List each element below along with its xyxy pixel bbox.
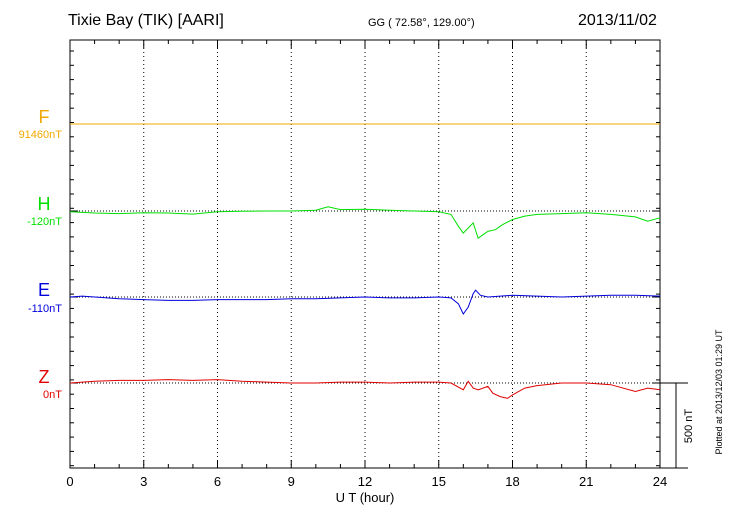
series-lines xyxy=(69,123,661,399)
grid-lines xyxy=(143,40,587,468)
series-baseline-value-h: -120nT xyxy=(27,216,62,228)
scale-bar: 500 nT xyxy=(660,382,695,469)
series-baseline-value-f: 91460nT xyxy=(19,129,63,141)
plot-date: 2013/11/02 xyxy=(578,12,657,29)
series-baseline-value-z: 0nT xyxy=(43,389,62,401)
x-tick-label: 18 xyxy=(505,474,519,489)
x-axis-label: U T (hour) xyxy=(336,490,395,505)
series-label-z: Z xyxy=(39,367,50,387)
x-tick-label: 15 xyxy=(432,474,446,489)
x-tick-label: 12 xyxy=(358,474,372,489)
series-line-e xyxy=(69,289,661,315)
series-labels: F 91460nT H -120nT E -110nT Z 0nT xyxy=(19,107,63,401)
station-coordinates: GG ( 72.58°, 129.00°) xyxy=(368,17,475,29)
x-tick-label: 21 xyxy=(579,474,593,489)
x-tick-label: 3 xyxy=(140,474,147,489)
series-line-z xyxy=(69,379,661,399)
series-line-h xyxy=(69,206,661,239)
x-tick-label: 0 xyxy=(66,474,73,489)
series-label-h: H xyxy=(38,194,51,214)
series-label-e: E xyxy=(38,280,50,300)
station-title: Tixie Bay (TIK) [AARI] xyxy=(68,12,224,29)
axis-ticks: 0 3 6 9 12 15 18 21 24 xyxy=(66,40,667,489)
x-tick-label: 24 xyxy=(653,474,667,489)
x-tick-label: 9 xyxy=(288,474,295,489)
scale-bar-label: 500 nT xyxy=(683,409,695,444)
series-label-f: F xyxy=(39,107,50,127)
x-tick-label: 6 xyxy=(214,474,221,489)
series-baseline-value-e: -110nT xyxy=(28,303,62,315)
plotted-timestamp: Plotted at 2013/12/03 01:29 UT xyxy=(714,329,724,455)
